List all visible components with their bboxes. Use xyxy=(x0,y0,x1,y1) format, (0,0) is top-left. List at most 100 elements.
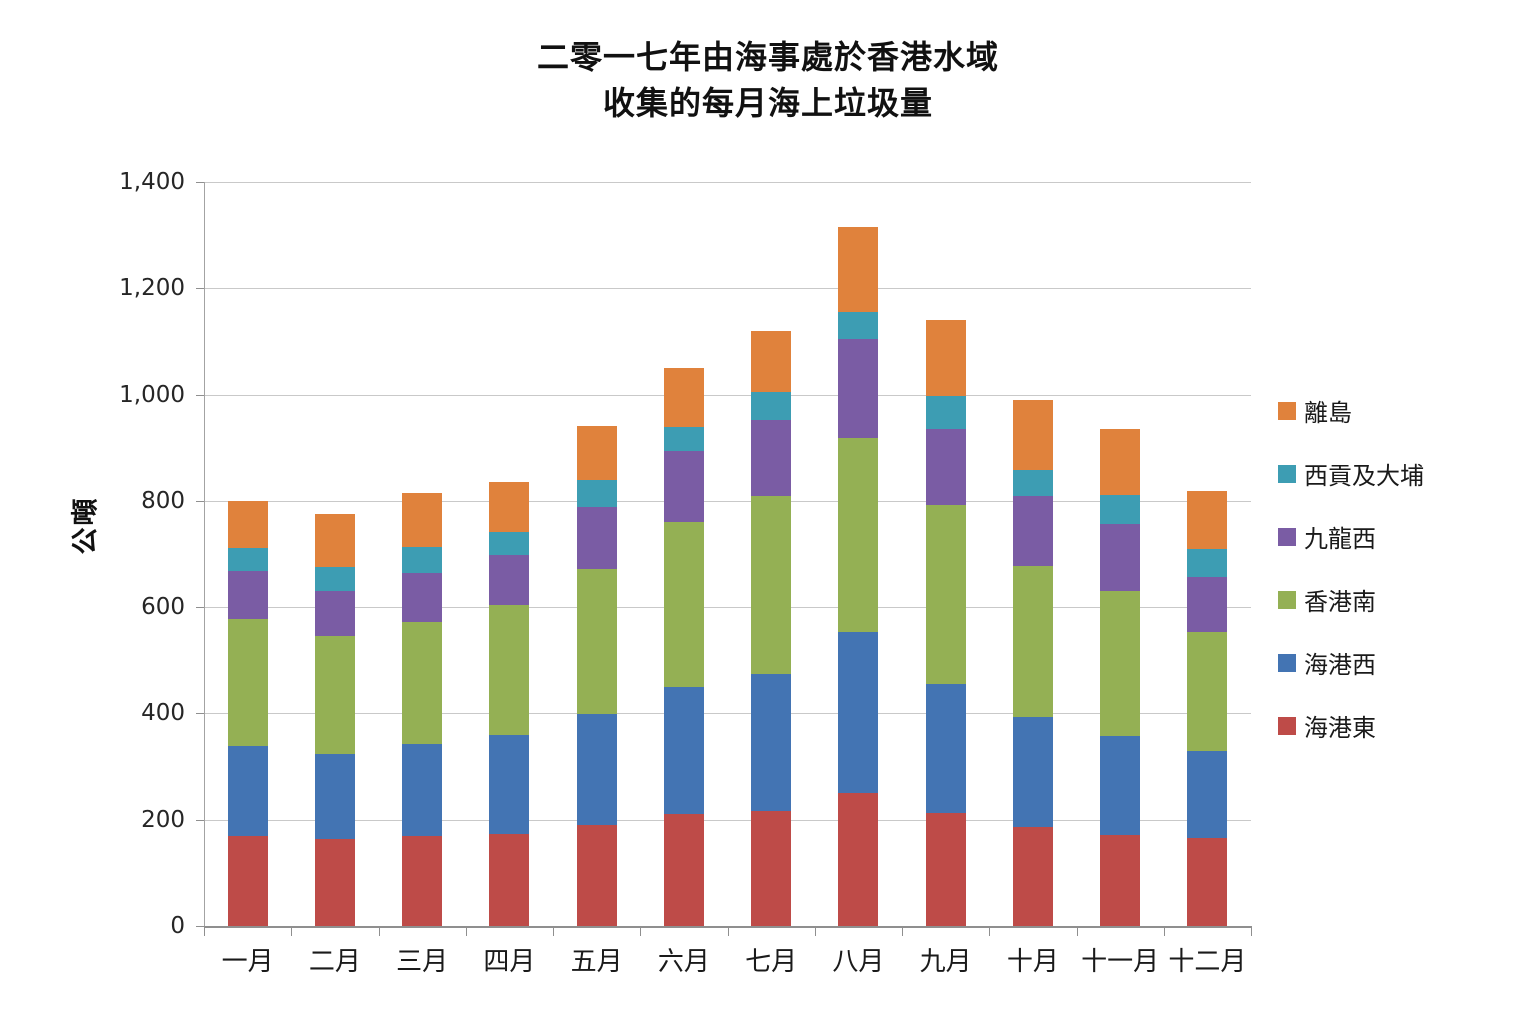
bar-segment-九月-九龍西 xyxy=(925,429,966,506)
bar-segment-二月-九龍西 xyxy=(314,591,355,637)
y-axis-tick xyxy=(196,394,204,396)
x-axis-tick xyxy=(378,927,380,936)
bar-segment-一月-西貢及大埔 xyxy=(227,548,268,571)
stacked-bar-四月 xyxy=(489,481,530,926)
bar-segment-一月-離島 xyxy=(227,500,268,549)
stacked-bar-九月 xyxy=(925,320,966,926)
y-axis-title: 公噸 xyxy=(48,455,118,595)
gridline-600 xyxy=(204,607,1251,609)
bar-segment-十一月-海港西 xyxy=(1100,735,1141,836)
x-tick-label-四月: 四月 xyxy=(483,947,536,976)
bar-segment-二月-香港南 xyxy=(314,636,355,755)
bar-segment-一月-九龍西 xyxy=(227,570,268,619)
bar-segment-七月-離島 xyxy=(751,330,792,392)
bar-segment-六月-西貢及大埔 xyxy=(663,426,704,452)
stacked-bar-二月 xyxy=(314,513,355,926)
x-axis-tick xyxy=(814,927,816,936)
bar-segment-五月-離島 xyxy=(576,426,617,481)
bar-segment-四月-九龍西 xyxy=(489,555,530,605)
x-axis-tick xyxy=(1163,927,1165,936)
bar-segment-二月-海港東 xyxy=(314,839,355,926)
x-axis-tick xyxy=(1076,927,1078,936)
bar-segment-九月-西貢及大埔 xyxy=(925,396,966,430)
x-tick-label-六月: 六月 xyxy=(657,947,710,976)
bar-segment-一月-海港東 xyxy=(227,835,268,926)
y-tick-label-800: 800 xyxy=(141,487,185,514)
bar-segment-九月-離島 xyxy=(925,320,966,397)
bar-segment-十二月-九龍西 xyxy=(1187,576,1228,633)
bar-segment-十月-離島 xyxy=(1012,399,1053,471)
x-tick-label-九月: 九月 xyxy=(919,947,972,976)
bar-segment-七月-西貢及大埔 xyxy=(751,391,792,421)
bar-segment-八月-海港東 xyxy=(838,793,879,926)
bar-segment-五月-海港西 xyxy=(576,713,617,826)
y-axis-tick xyxy=(196,607,204,609)
bar-segment-十二月-海港東 xyxy=(1187,838,1228,926)
legend-swatch-海港西 xyxy=(1278,653,1296,672)
bar-segment-十月-海港西 xyxy=(1012,717,1053,827)
y-tick-label-400: 400 xyxy=(141,700,185,727)
x-axis-tick xyxy=(640,927,642,936)
legend-item-海港西: 海港西 xyxy=(1278,631,1424,694)
bar-segment-二月-離島 xyxy=(314,513,355,567)
bar-segment-三月-九龍西 xyxy=(402,573,443,622)
bar-segment-五月-西貢及大埔 xyxy=(576,480,617,508)
legend-label-香港南: 香港南 xyxy=(1304,590,1376,616)
stacked-bar-一月 xyxy=(227,500,268,926)
bar-segment-六月-香港南 xyxy=(663,522,704,687)
bar-segment-七月-香港南 xyxy=(751,495,792,674)
x-axis-tick xyxy=(902,927,903,936)
x-tick-label-十二月: 十二月 xyxy=(1168,947,1247,976)
x-tick-label-三月: 三月 xyxy=(396,947,449,976)
bar-segment-十一月-九龍西 xyxy=(1100,524,1141,592)
y-tick-label-1000: 1,000 xyxy=(119,381,185,408)
gridline-1000 xyxy=(204,394,1251,396)
bar-segment-三月-香港南 xyxy=(402,621,443,745)
bar-segment-三月-海港西 xyxy=(402,744,443,837)
x-axis-tick xyxy=(1251,927,1252,936)
bar-segment-八月-離島 xyxy=(838,227,879,312)
bar-segment-十月-西貢及大埔 xyxy=(1012,470,1053,496)
x-tick-label-八月: 八月 xyxy=(832,947,885,976)
gridline-1400 xyxy=(204,182,1251,183)
bar-segment-十一月-西貢及大埔 xyxy=(1100,494,1141,525)
bar-segment-十月-九龍西 xyxy=(1012,495,1053,566)
bar-segment-七月-九龍西 xyxy=(751,420,792,496)
bar-segment-七月-海港西 xyxy=(751,673,792,811)
legend-item-離島: 離島 xyxy=(1278,379,1424,442)
y-axis-tick xyxy=(196,288,204,290)
bar-segment-五月-香港南 xyxy=(576,568,617,714)
y-axis-tick xyxy=(196,713,204,715)
y-axis-line xyxy=(204,182,205,926)
bar-segment-七月-海港東 xyxy=(751,810,792,926)
stacked-bar-十二月 xyxy=(1187,491,1228,926)
legend-item-海港東: 海港東 xyxy=(1278,694,1424,757)
stacked-bar-三月 xyxy=(402,493,443,926)
bar-segment-六月-九龍西 xyxy=(663,451,704,523)
x-tick-label-五月: 五月 xyxy=(570,947,623,976)
x-tick-label-二月: 二月 xyxy=(308,947,361,976)
legend-swatch-離島 xyxy=(1278,401,1296,420)
x-axis-tick xyxy=(989,927,991,936)
plot-area xyxy=(204,182,1251,926)
legend-label-西貢及大埔: 西貢及大埔 xyxy=(1304,464,1424,490)
legend-item-九龍西: 九龍西 xyxy=(1278,505,1424,568)
legend-swatch-九龍西 xyxy=(1278,527,1296,546)
gridline-200 xyxy=(204,819,1251,821)
x-axis-tick xyxy=(553,927,554,936)
bar-segment-六月-海港西 xyxy=(663,686,704,815)
gridline-1200 xyxy=(204,288,1251,290)
bar-segment-十月-海港東 xyxy=(1012,826,1053,926)
bar-segment-十一月-香港南 xyxy=(1100,591,1141,736)
legend-item-香港南: 香港南 xyxy=(1278,568,1424,631)
bar-segment-四月-香港南 xyxy=(489,604,530,735)
stacked-bar-六月 xyxy=(663,368,704,926)
y-axis-tick xyxy=(196,819,204,821)
bar-segment-十二月-西貢及大埔 xyxy=(1187,548,1228,577)
chart-title-line2: 收集的每月海上垃圾量 xyxy=(602,85,933,122)
y-axis-tick xyxy=(196,182,204,183)
bar-segment-八月-海港西 xyxy=(838,632,879,794)
gridline-800 xyxy=(204,500,1251,502)
legend-swatch-西貢及大埔 xyxy=(1278,464,1296,483)
